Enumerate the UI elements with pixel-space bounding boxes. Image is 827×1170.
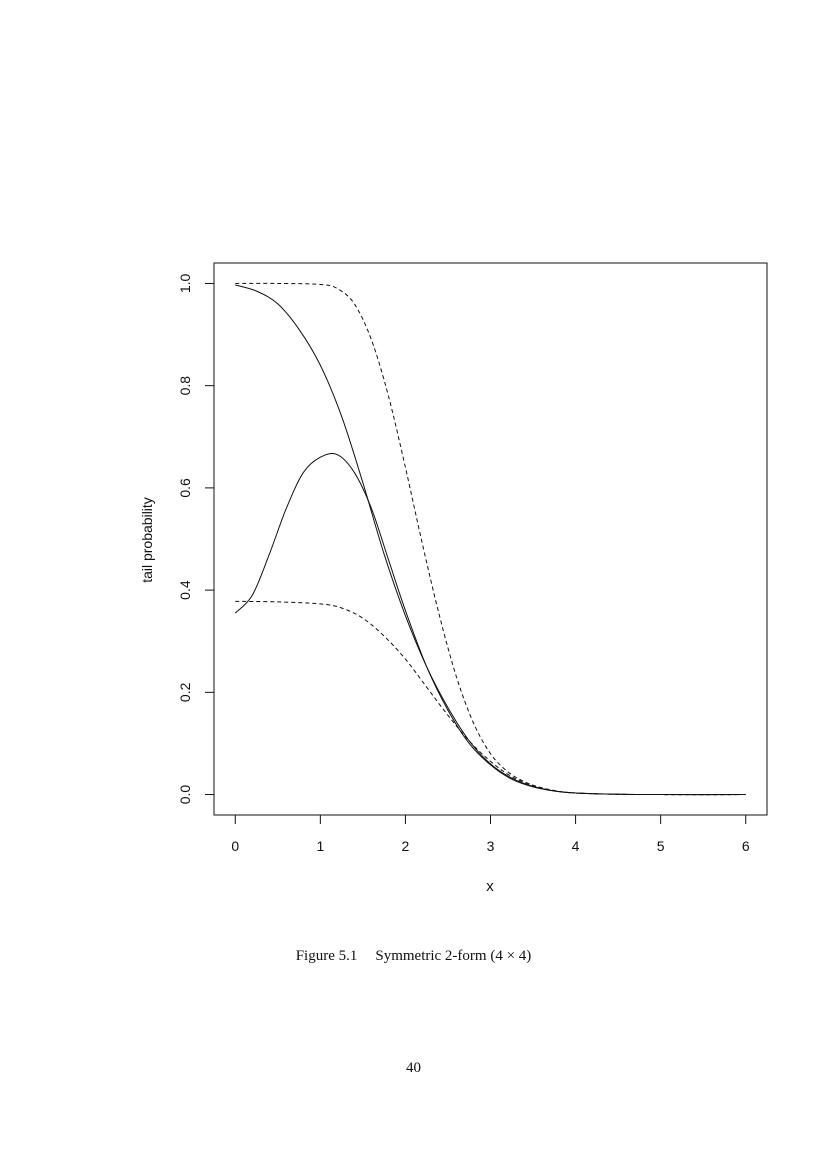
page-number: 40	[406, 1060, 421, 1076]
series-line-1-dashed	[235, 282, 746, 796]
y-axis: 0.0 0.2 0.4 0.6 0.8 1.0	[177, 274, 215, 805]
figure-label: Figure 5.1	[295, 948, 358, 964]
y-tick-label: 0.4	[177, 580, 193, 600]
series-line-4-dashed	[235, 600, 746, 796]
x-tick-label: 6	[742, 838, 750, 854]
x-tick-label: 0	[231, 838, 239, 854]
x-axis: 0 1 2 3 4 5 6	[231, 814, 750, 854]
figure-caption-text: Symmetric 2-form (4 × 4)	[375, 948, 532, 964]
figure-caption: Figure 5.1 Symmetric 2-form (4 × 4)	[0, 948, 827, 965]
y-tick-label: 0.8	[177, 376, 193, 396]
y-axis-label: tail probability	[139, 497, 155, 583]
y-tick-label: 1.0	[177, 274, 193, 294]
series-line-2-solid	[235, 284, 746, 796]
x-tick-label: 1	[316, 838, 324, 854]
x-tick-label: 4	[572, 838, 580, 854]
plot-frame	[213, 262, 768, 816]
series-layer	[234, 282, 746, 796]
x-tick-label: 3	[487, 838, 495, 854]
x-tick-label: 5	[657, 838, 665, 854]
y-tick-label: 0.2	[177, 682, 193, 702]
y-tick-label: 0.6	[177, 478, 193, 498]
x-axis-label: x	[486, 878, 494, 895]
x-tick-label: 2	[402, 838, 410, 854]
y-tick-label: 0.0	[177, 785, 193, 805]
series-line-3-solid	[234, 453, 746, 796]
